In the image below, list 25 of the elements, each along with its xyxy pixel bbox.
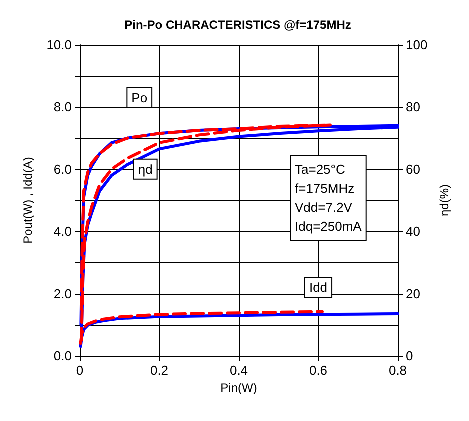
y-axis-title: Pout(W) , Idd(A) (21, 157, 35, 244)
y2-tick-label: 80 (406, 100, 420, 115)
x-tick-label: 0.8 (388, 363, 408, 378)
y2-tick-label: 100 (406, 38, 428, 52)
y2-tick-label: 40 (406, 224, 420, 240)
annotation: Idd (309, 280, 328, 296)
y-tick-label: 2.0 (54, 286, 72, 302)
x-axis-title: Pin(W) (220, 380, 258, 395)
y2-tick-label: 20 (406, 286, 420, 302)
y2-tick-label: 0 (406, 348, 414, 364)
y-tick-label: 10.0 (46, 38, 72, 52)
y-tick-label: 8.0 (54, 100, 72, 115)
y-tick-label: 4.0 (54, 224, 72, 240)
y2-axis-title: ηd(%) (438, 184, 452, 217)
x-tick-label: 0.6 (309, 363, 328, 378)
annotation: Po (132, 90, 148, 106)
y2-tick-label: 60 (406, 162, 420, 177)
x-tick-label: 0 (76, 363, 84, 378)
y-tick-label: 0.0 (54, 348, 72, 364)
y-tick-label: 6.0 (54, 162, 72, 177)
annotation: Ta=25°C f=175MHz Vdd=7.2V Idq=250mA (295, 162, 362, 234)
annotation: ηd (138, 162, 153, 177)
chart-title: Pin-Po CHARACTERISTICS @f=175MHz (124, 18, 352, 32)
x-tick-label: 0.4 (230, 363, 248, 378)
x-tick-label: 0.2 (150, 363, 169, 378)
